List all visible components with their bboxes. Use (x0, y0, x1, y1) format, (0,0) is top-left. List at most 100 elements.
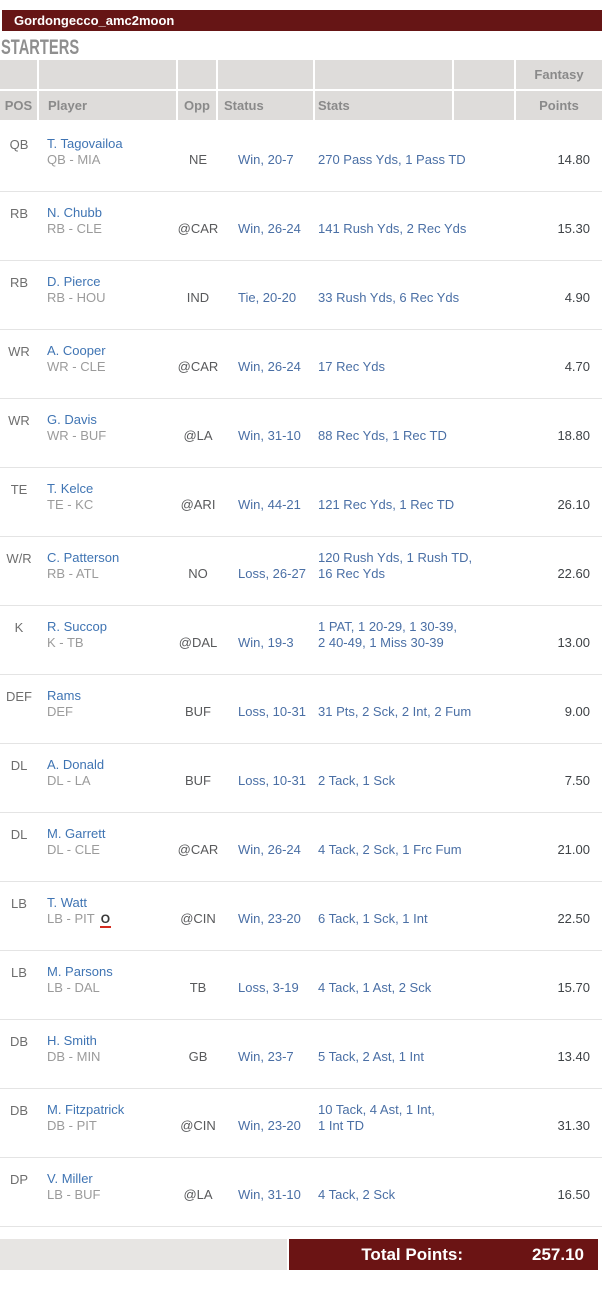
player-stats-cell: 1 PAT, 1 20-29, 1 30-39, 2 40-49, 1 Miss… (318, 606, 510, 651)
player-name-link[interactable]: M. Fitzpatrick (47, 1102, 125, 1117)
header-spacer-cell (39, 60, 176, 89)
player-pos-team: DB - PIT (47, 1118, 97, 1133)
table-row: DP V. Miller LB - BUF @LA Win, 31-10 4 T… (0, 1158, 602, 1227)
player-detail: DB - PIT (47, 1118, 176, 1134)
player-cell: A. Donald DL - LA (38, 744, 176, 812)
player-name-link[interactable]: T. Kelce (47, 481, 94, 496)
game-status-link[interactable]: Win, 23-20 (238, 1118, 301, 1133)
game-status-link[interactable]: Loss, 26-27 (238, 566, 306, 581)
position-label: RB (9, 206, 29, 221)
fantasy-points-value: 4.70 (564, 359, 590, 374)
game-status-cell: Win, 23-20 (220, 882, 318, 950)
position-label: DP (9, 1172, 29, 1187)
player-stats-cell: 121 Rec Yds, 1 Rec TD (318, 468, 510, 513)
player-pos-team: RB - CLE (47, 221, 102, 236)
starters-section-heading: STARTERS (1, 36, 602, 59)
game-status-link[interactable]: Win, 31-10 (238, 1187, 301, 1202)
opponent-label: TB (189, 980, 207, 995)
header-spacer-cell (454, 91, 514, 120)
total-bar-spacer (0, 1239, 287, 1270)
header-spacer-cell (315, 60, 452, 89)
opponent-label: @LA (183, 1187, 213, 1202)
player-pos-team: TE - KC (47, 497, 94, 512)
table-row: DEF Rams DEF BUF Loss, 10-31 31 Pts, 2 S… (0, 675, 602, 744)
game-status-link[interactable]: Win, 31-10 (238, 428, 301, 443)
game-status-link[interactable]: Win, 23-7 (238, 1049, 294, 1064)
game-status-link[interactable]: Win, 26-24 (238, 842, 301, 857)
player-stats: 10 Tack, 4 Ast, 1 Int, 1 Int TD (318, 1102, 435, 1133)
table-row: LB T. Watt LB - PIT O @CIN Win, 23-20 6 T… (0, 882, 602, 951)
table-row: LB M. Parsons LB - DAL TB Loss, 3-19 4 T… (0, 951, 602, 1020)
opponent-label: BUF (185, 773, 211, 788)
opponent-label: BUF (185, 704, 211, 719)
player-pos-team: WR - CLE (47, 359, 106, 374)
player-name-link[interactable]: G. Davis (47, 412, 97, 427)
team-name: Gordongecco_amc2moon (14, 13, 175, 28)
game-status-link[interactable]: Loss, 10-31 (238, 773, 306, 788)
total-points-bar: Total Points: 257.10 (0, 1239, 598, 1270)
position-label: RB (9, 275, 29, 290)
player-name-link[interactable]: C. Patterson (47, 550, 120, 565)
column-header-fantasy: Fantasy (516, 60, 602, 89)
game-status-link[interactable]: Loss, 3-19 (238, 980, 299, 995)
position-label: DL (10, 758, 28, 773)
game-status-link[interactable]: Win, 19-3 (238, 635, 294, 650)
game-status-cell: Win, 26-24 (220, 813, 318, 881)
player-detail: TE - KC (47, 497, 176, 513)
game-status-link[interactable]: Win, 20-7 (238, 152, 294, 167)
column-header-opp: Opp (178, 91, 216, 120)
fantasy-points-value: 16.50 (557, 1187, 590, 1202)
player-name-link[interactable]: M. Parsons (47, 964, 113, 979)
player-stats: 4 Tack, 2 Sck, 1 Frc Fum (318, 842, 462, 857)
player-stats-cell: 2 Tack, 1 Sck (318, 744, 510, 789)
game-status-link[interactable]: Win, 44-21 (238, 497, 301, 512)
player-cell: G. Davis WR - BUF (38, 399, 176, 467)
header-spacer-cell (454, 60, 514, 89)
player-stats: 120 Rush Yds, 1 Rush TD, 16 Rec Yds (318, 550, 473, 581)
player-name-link[interactable]: A. Donald (47, 757, 105, 772)
player-cell: V. Miller LB - BUF (38, 1158, 176, 1226)
player-stats: 5 Tack, 2 Ast, 1 Int (318, 1049, 424, 1064)
player-stats-cell: 5 Tack, 2 Ast, 1 Int (318, 1020, 510, 1065)
game-status-cell: Win, 31-10 (220, 399, 318, 467)
player-stats: 4 Tack, 2 Sck (318, 1187, 396, 1202)
player-name-link[interactable]: A. Cooper (47, 343, 106, 358)
player-name-link[interactable]: T. Tagovailoa (47, 136, 123, 151)
opponent-label: NE (188, 152, 208, 167)
header-spacer-cell (0, 60, 37, 89)
column-header-points: Points (516, 91, 602, 120)
game-status-link[interactable]: Tie, 20-20 (238, 290, 297, 305)
game-status-link[interactable]: Win, 26-24 (238, 359, 301, 374)
player-cell: H. Smith DB - MIN (38, 1020, 176, 1088)
player-name-link[interactable]: H. Smith (47, 1033, 97, 1048)
player-name-link[interactable]: R. Succop (47, 619, 107, 634)
game-status-link[interactable]: Loss, 10-31 (238, 704, 306, 719)
player-name-link[interactable]: D. Pierce (47, 274, 101, 289)
player-name-link[interactable]: V. Miller (47, 1171, 93, 1186)
player-name-link[interactable]: T. Watt (47, 895, 87, 910)
starters-table-body: QB T. Tagovailoa QB - MIA NE Win, 20-7 2… (0, 123, 602, 1227)
position-label: WR (8, 413, 30, 428)
game-status-link[interactable]: Win, 23-20 (238, 911, 301, 926)
player-name-link[interactable]: N. Chubb (47, 205, 102, 220)
opponent-label: GB (188, 1049, 208, 1064)
opponent-label: NO (188, 566, 208, 581)
table-row: DL A. Donald DL - LA BUF Loss, 10-31 2 T… (0, 744, 602, 813)
fantasy-points-value: 13.00 (557, 635, 590, 650)
table-row: TE T. Kelce TE - KC @ARI Win, 44-21 121 … (0, 468, 602, 537)
player-stats-cell: 4 Tack, 1 Ast, 2 Sck (318, 951, 510, 996)
game-status-link[interactable]: Win, 26-24 (238, 221, 301, 236)
player-name-link[interactable]: M. Garrett (47, 826, 106, 841)
header-spacer-cell (218, 60, 313, 89)
player-pos-team: QB - MIA (47, 152, 101, 167)
player-stats-cell: 270 Pass Yds, 1 Pass TD (318, 123, 510, 168)
game-status-cell: Loss, 10-31 (220, 675, 318, 743)
player-detail: K - TB (47, 635, 176, 651)
player-name-link[interactable]: Rams (47, 688, 81, 703)
game-status-cell: Win, 23-20 (220, 1089, 318, 1157)
position-label: DL (10, 827, 28, 842)
opponent-label: @DAL (178, 635, 218, 650)
column-header-pos: POS (0, 91, 37, 120)
player-detail: RB - HOU (47, 290, 176, 306)
table-row: QB T. Tagovailoa QB - MIA NE Win, 20-7 2… (0, 123, 602, 192)
